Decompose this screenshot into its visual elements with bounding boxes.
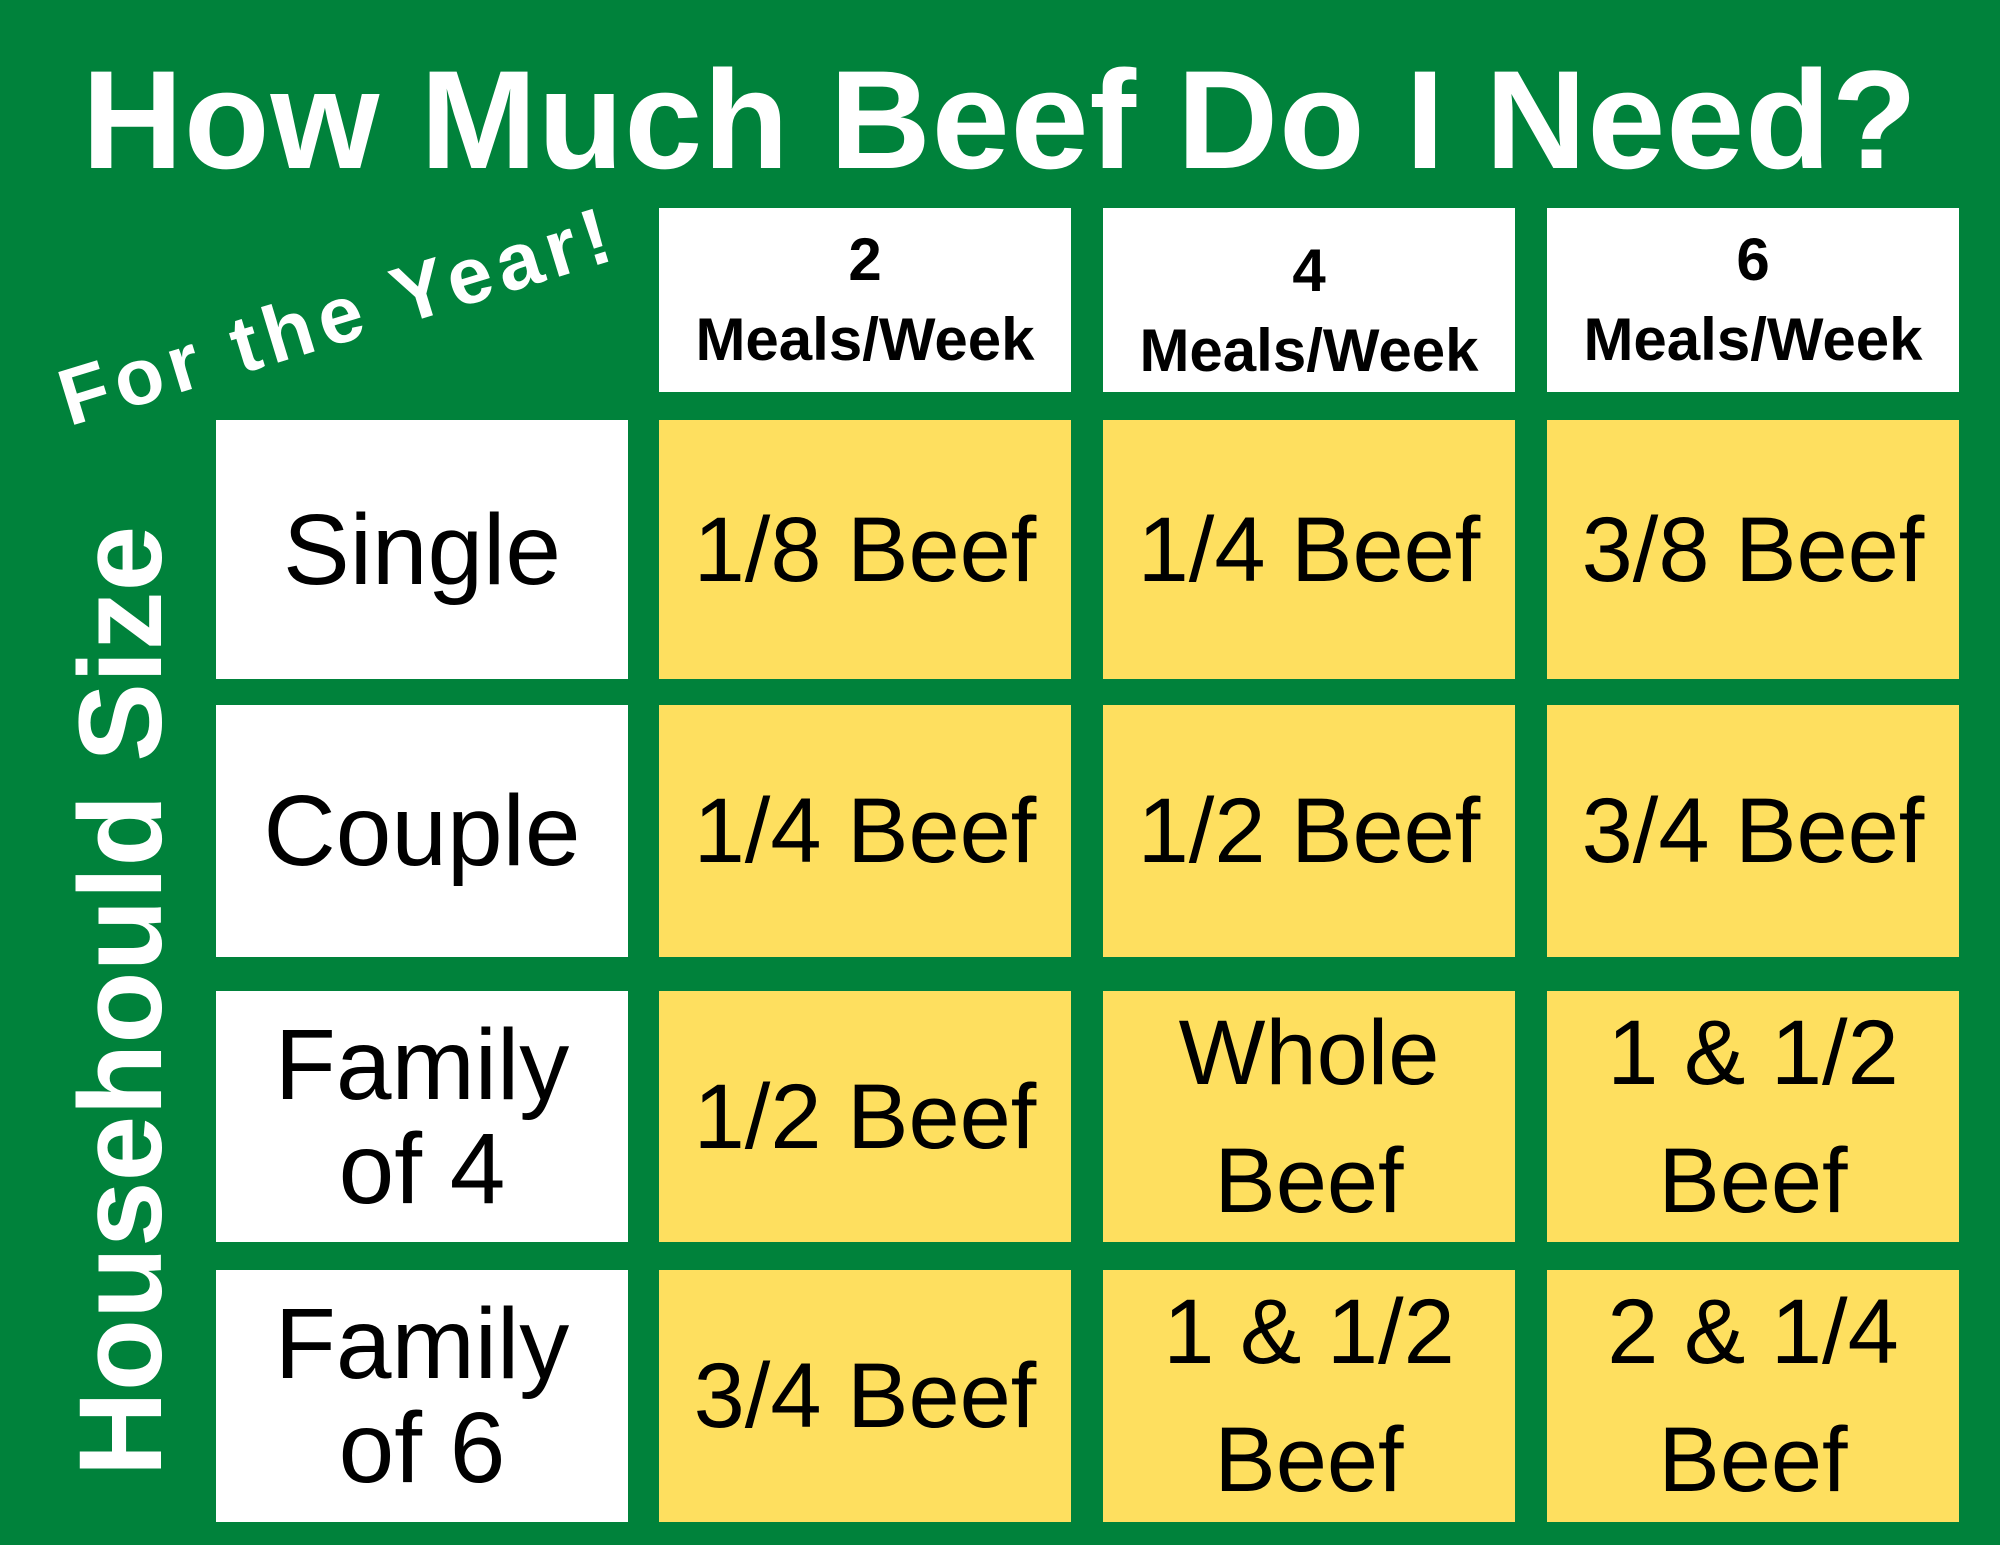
beef-amount-cell: 3/8 Beef bbox=[1547, 420, 1959, 679]
beef-amount-text: 1/2 Beef bbox=[1137, 780, 1481, 882]
meal-unit: Meals/Week bbox=[695, 306, 1035, 373]
beef-amount-text: 3/8 Beef bbox=[1581, 498, 1925, 601]
meal-unit: Meals/Week bbox=[1583, 306, 1923, 373]
page-title: How Much Beef Do I Need? bbox=[81, 41, 1919, 198]
beef-amount-text: Beef bbox=[1214, 1129, 1404, 1232]
beef-amount-text: Whole bbox=[1178, 1001, 1440, 1104]
column-header: 2 Meals/Week bbox=[659, 208, 1071, 392]
beef-amount-text: 1/4 Beef bbox=[1137, 498, 1481, 601]
row-label: Couple bbox=[216, 705, 628, 957]
beef-amount-text: 1/2 Beef bbox=[693, 1065, 1037, 1168]
beef-amount-text: 1 & 1/2 bbox=[1607, 1001, 1899, 1104]
beef-amount-text: 3/4 Beef bbox=[693, 1345, 1037, 1447]
beef-amount-text: 1/4 Beef bbox=[693, 780, 1037, 882]
beef-amount-cell: 1/4 Beef bbox=[1103, 420, 1515, 679]
beef-amount-text: Beef bbox=[1658, 1409, 1848, 1511]
beef-amount-text: 3/4 Beef bbox=[1581, 780, 1925, 882]
row-axis-label: Househould Size bbox=[55, 525, 187, 1477]
beef-amount-text: 1/8 Beef bbox=[693, 498, 1037, 601]
household-size-text: Family bbox=[274, 1288, 570, 1400]
household-size-text: Couple bbox=[263, 775, 581, 887]
household-size-text: of 6 bbox=[338, 1392, 506, 1504]
beef-amount-cell: 1 & 1/2 Beef bbox=[1547, 991, 1959, 1242]
meal-count: 6 bbox=[1736, 226, 1770, 293]
column-header: 4 Meals/Week bbox=[1103, 208, 1515, 392]
beef-amount-cell: 3/4 Beef bbox=[1547, 705, 1959, 957]
meal-unit: Meals/Week bbox=[1139, 317, 1479, 384]
beef-amount-cell: 2 & 1/4 Beef bbox=[1547, 1270, 1959, 1522]
row-label: Family of 4 bbox=[216, 991, 628, 1242]
meal-count: 2 bbox=[848, 226, 882, 293]
beef-amount-cell: 1/2 Beef bbox=[659, 991, 1071, 1242]
household-size-text: Single bbox=[283, 493, 561, 606]
household-size-text: Family bbox=[274, 1008, 570, 1121]
beef-amount-cell: 3/4 Beef bbox=[659, 1270, 1071, 1522]
beef-amount-text: 1 & 1/2 bbox=[1163, 1281, 1455, 1383]
row-label: Single bbox=[216, 420, 628, 679]
meal-count: 4 bbox=[1292, 237, 1326, 304]
beef-amount-text: Beef bbox=[1214, 1409, 1404, 1511]
beef-amount-cell: Whole Beef bbox=[1103, 991, 1515, 1242]
beef-amount-text: 2 & 1/4 bbox=[1607, 1281, 1899, 1383]
beef-amount-cell: 1/4 Beef bbox=[659, 705, 1071, 957]
subtitle: For the Year! bbox=[48, 188, 628, 443]
beef-amount-cell: 1/2 Beef bbox=[1103, 705, 1515, 957]
column-header: 6 Meals/Week bbox=[1547, 208, 1959, 392]
beef-amount-cell: 1 & 1/2 Beef bbox=[1103, 1270, 1515, 1522]
household-size-text: of 4 bbox=[338, 1112, 506, 1225]
row-label: Family of 6 bbox=[216, 1270, 628, 1522]
beef-amount-text: Beef bbox=[1658, 1129, 1848, 1232]
beef-amount-cell: 1/8 Beef bbox=[659, 420, 1071, 679]
